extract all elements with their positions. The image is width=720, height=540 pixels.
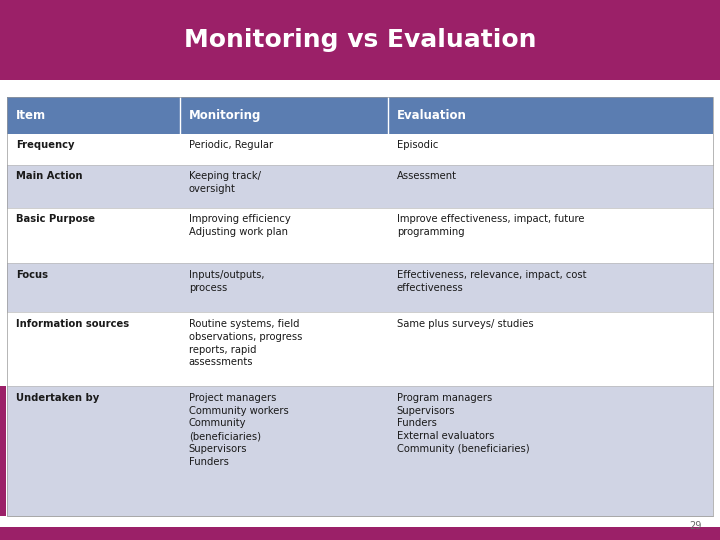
Text: Monitoring vs Evaluation: Monitoring vs Evaluation bbox=[184, 28, 536, 52]
Text: Monitoring: Monitoring bbox=[189, 109, 261, 122]
Text: Periodic, Regular: Periodic, Regular bbox=[189, 140, 273, 151]
FancyBboxPatch shape bbox=[7, 313, 713, 387]
FancyBboxPatch shape bbox=[0, 0, 720, 80]
Text: Evaluation: Evaluation bbox=[397, 109, 467, 122]
Text: Inputs/outputs,
process: Inputs/outputs, process bbox=[189, 269, 264, 293]
Text: Item: Item bbox=[16, 109, 46, 122]
FancyBboxPatch shape bbox=[7, 134, 713, 165]
FancyBboxPatch shape bbox=[7, 165, 713, 208]
Text: 29: 29 bbox=[690, 521, 702, 531]
FancyBboxPatch shape bbox=[0, 387, 6, 516]
Text: Improving efficiency
Adjusting work plan: Improving efficiency Adjusting work plan bbox=[189, 214, 290, 237]
Text: Episodic: Episodic bbox=[397, 140, 438, 151]
FancyBboxPatch shape bbox=[7, 208, 713, 263]
Text: Same plus surveys/ studies: Same plus surveys/ studies bbox=[397, 319, 534, 329]
Text: Project managers
Community workers
Community
(beneficiaries)
Supervisors
Funders: Project managers Community workers Commu… bbox=[189, 393, 289, 467]
Text: Basic Purpose: Basic Purpose bbox=[16, 214, 95, 224]
FancyBboxPatch shape bbox=[7, 97, 713, 134]
Text: Frequency: Frequency bbox=[16, 140, 74, 151]
FancyBboxPatch shape bbox=[7, 387, 713, 516]
Text: Undertaken by: Undertaken by bbox=[16, 393, 99, 403]
FancyBboxPatch shape bbox=[0, 526, 720, 540]
Text: Assessment: Assessment bbox=[397, 171, 457, 181]
Text: Main Action: Main Action bbox=[16, 171, 82, 181]
Text: Keeping track/
oversight: Keeping track/ oversight bbox=[189, 171, 261, 194]
Text: Routine systems, field
observations, progress
reports, rapid
assessments: Routine systems, field observations, pro… bbox=[189, 319, 302, 367]
Text: Focus: Focus bbox=[16, 269, 48, 280]
FancyBboxPatch shape bbox=[7, 263, 713, 313]
Text: Program managers
Supervisors
Funders
External evaluators
Community (beneficiarie: Program managers Supervisors Funders Ext… bbox=[397, 393, 529, 454]
Text: Improve effectiveness, impact, future
programming: Improve effectiveness, impact, future pr… bbox=[397, 214, 585, 237]
Text: Effectiveness, relevance, impact, cost
effectiveness: Effectiveness, relevance, impact, cost e… bbox=[397, 269, 586, 293]
Text: Information sources: Information sources bbox=[16, 319, 129, 329]
